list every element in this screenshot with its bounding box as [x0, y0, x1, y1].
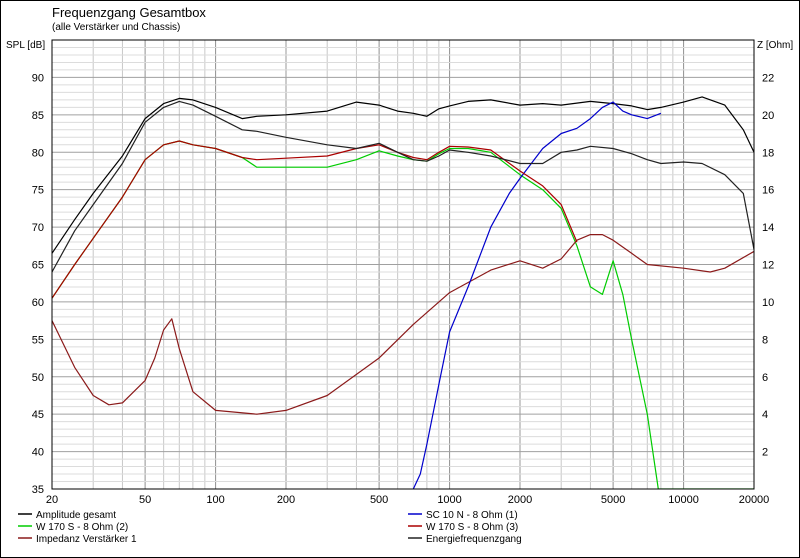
x-tick-label: 10000 — [668, 494, 699, 506]
x-tick-label: 50 — [139, 494, 151, 506]
y-axis-right-label: Z [Ohm] — [757, 40, 793, 51]
y-right-tick-label: 16 — [762, 185, 774, 197]
legend-label: W 170 S - 8 Ohm (2) — [36, 522, 128, 533]
y-left-tick-label: 75 — [32, 185, 44, 197]
y-right-tick-label: 20 — [762, 110, 774, 122]
y-left-tick-label: 60 — [32, 297, 44, 309]
legend-label: Amplitude gesamt — [36, 510, 116, 521]
series-line-2 — [52, 234, 754, 415]
y-left-tick-label: 35 — [32, 484, 44, 496]
series-line-5 — [52, 100, 754, 273]
legend-label: Impedanz Verstärker 1 — [36, 534, 137, 545]
x-tick-label: 20000 — [739, 494, 770, 506]
y-axis-left-label: SPL [dB] — [6, 40, 45, 51]
y-right-tick-label: 8 — [762, 334, 768, 346]
series-group — [52, 96, 754, 489]
x-tick-label: 1000 — [437, 494, 461, 506]
y-right-tick-label: 22 — [762, 72, 774, 84]
legend-label: W 170 S - 8 Ohm (3) — [426, 522, 518, 533]
grid — [52, 39, 754, 490]
series-line-0 — [52, 96, 754, 254]
y-right-tick-label: 2 — [762, 447, 768, 459]
axes: SPL [dB] Z [Ohm] 20 50 100 200 500 1000 2000 50… — [6, 39, 793, 506]
y-right-tick-label: 12 — [762, 260, 774, 272]
x-tick-label: 100 — [206, 494, 224, 506]
y-right-tick-label: 6 — [762, 372, 768, 384]
chart-title: Frequenzgang Gesamtbox — [52, 5, 206, 20]
legend-label: SC 10 N - 8 Ohm (1) — [426, 510, 518, 521]
series-line-3 — [412, 101, 662, 489]
y-left-tick-label: 65 — [32, 260, 44, 272]
y-left-tick-label: 85 — [32, 110, 44, 122]
y-left-tick-labels: 35 40 45 50 55 60 65 70 75 80 85 90 — [32, 72, 44, 496]
series-line-4 — [52, 140, 578, 299]
y-right-tick-label: 4 — [762, 409, 768, 421]
y-left-tick-label: 90 — [32, 72, 44, 84]
x-tick-label: 500 — [370, 494, 388, 506]
y-left-tick-label: 45 — [32, 409, 44, 421]
y-left-tick-label: 55 — [32, 334, 44, 346]
legend: Amplitude gesamt SC 10 N - 8 Ohm (1)W 170… — [18, 510, 522, 545]
y-left-tick-label: 80 — [32, 147, 44, 159]
chart-subtitle: (alle Verstärker und Chassis) — [52, 22, 181, 33]
y-right-tick-labels: 2 4 6 8 10 12 14 16 18 20 22 — [762, 72, 774, 458]
y-left-tick-label: 50 — [32, 372, 44, 384]
y-right-tick-label: 14 — [762, 222, 774, 234]
x-tick-labels: 20 50 100 200 500 1000 2000 5000 10000 20000 — [46, 494, 769, 506]
y-left-tick-label: 40 — [32, 447, 44, 459]
x-tick-label: 20 — [46, 494, 58, 506]
y-left-tick-label: 70 — [32, 222, 44, 234]
x-tick-label: 2000 — [508, 494, 532, 506]
plot-area — [51, 39, 755, 490]
y-right-tick-label: 10 — [762, 297, 774, 309]
x-tick-label: 200 — [277, 494, 295, 506]
x-tick-label: 5000 — [601, 494, 625, 506]
y-right-tick-label: 18 — [762, 147, 774, 159]
legend-label: Energiefrequenzgang — [426, 534, 522, 545]
